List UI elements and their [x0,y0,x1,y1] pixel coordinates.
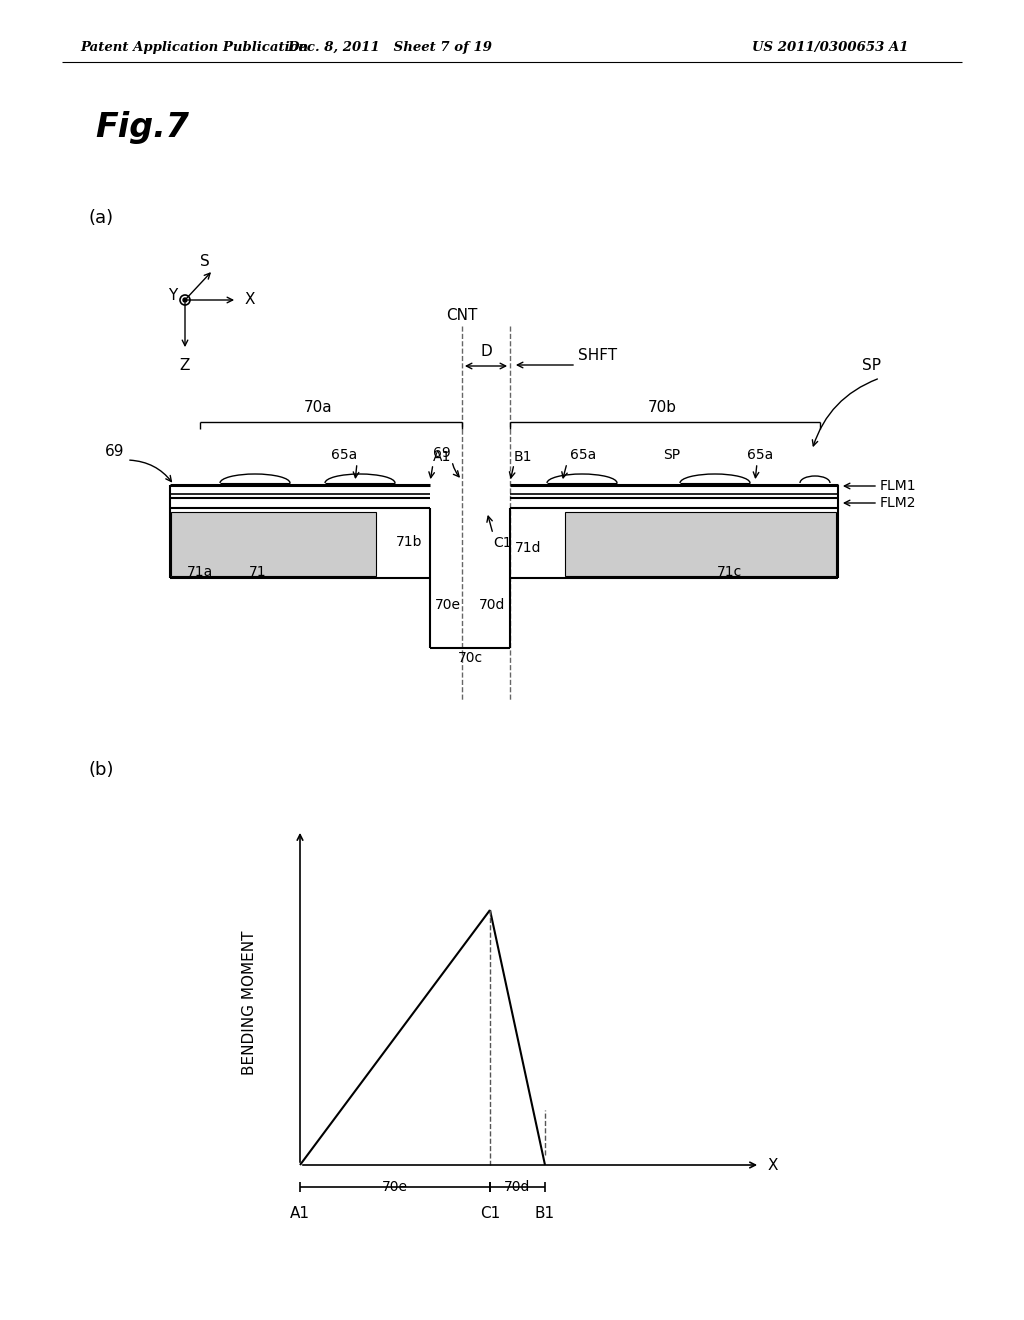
Bar [171,512,376,576]
Text: 71d: 71d [515,541,542,554]
Text: US 2011/0300653 A1: US 2011/0300653 A1 [752,41,908,54]
Text: B1: B1 [514,450,532,465]
Text: X: X [768,1158,778,1172]
Circle shape [183,298,187,302]
Text: 70d: 70d [478,598,505,612]
Text: Y: Y [168,288,177,304]
Text: 65a: 65a [570,447,596,462]
Text: S: S [200,255,210,269]
Text: 71b: 71b [395,535,422,549]
Text: 69: 69 [433,446,451,459]
Text: A1: A1 [433,450,452,465]
Text: 70e: 70e [382,1180,408,1195]
Text: 65a: 65a [746,447,773,462]
Text: 65a: 65a [331,447,357,462]
Text: A1: A1 [290,1205,310,1221]
Text: FLM1: FLM1 [880,479,916,492]
Text: 71a: 71a [186,565,213,579]
Text: 70d: 70d [504,1180,530,1195]
Text: Fig.7: Fig.7 [95,111,189,144]
Text: C1: C1 [493,536,512,550]
Text: (b): (b) [88,762,114,779]
Bar [565,512,836,576]
Text: 69: 69 [105,445,125,459]
Text: (a): (a) [88,209,113,227]
Text: 70a: 70a [304,400,333,416]
Text: 71c: 71c [718,565,742,579]
Text: C1: C1 [480,1205,500,1221]
Text: 71: 71 [249,565,267,579]
Text: CNT: CNT [446,309,477,323]
Text: B1: B1 [535,1205,555,1221]
Text: Dec. 8, 2011   Sheet 7 of 19: Dec. 8, 2011 Sheet 7 of 19 [288,41,493,54]
Text: Z: Z [180,358,190,374]
Text: SP: SP [862,358,881,372]
Text: 70c: 70c [458,651,482,665]
Text: X: X [245,293,256,308]
Text: D: D [480,345,492,359]
Text: 70b: 70b [647,400,677,416]
Text: Patent Application Publication: Patent Application Publication [80,41,308,54]
Text: SHFT: SHFT [578,348,617,363]
Text: BENDING MOMENT: BENDING MOMENT [243,931,257,1074]
Text: FLM2: FLM2 [880,496,916,510]
Text: 70e: 70e [435,598,461,612]
Text: SP: SP [664,447,681,462]
